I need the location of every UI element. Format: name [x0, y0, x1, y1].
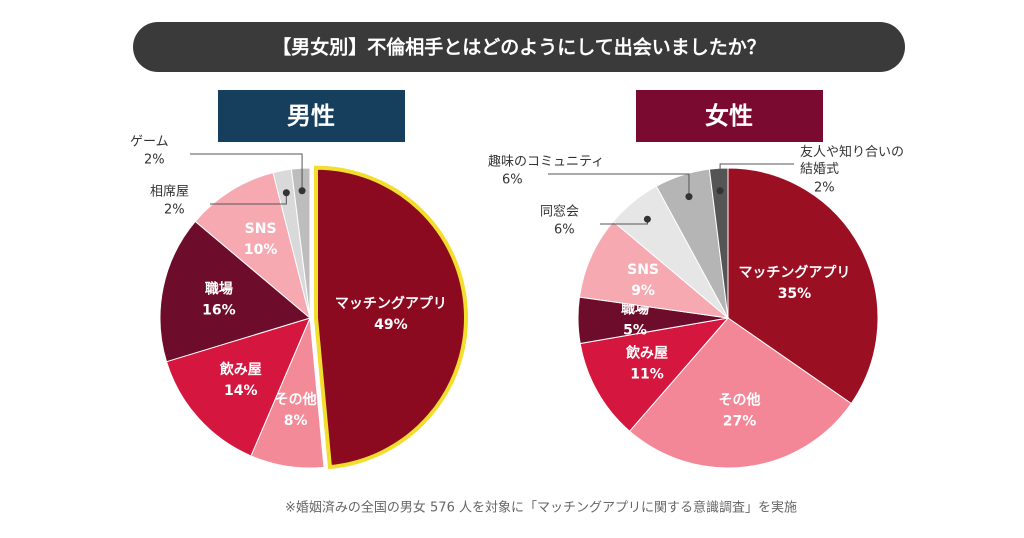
pie-slice — [578, 220, 730, 319]
slice-value: 6% — [502, 173, 523, 188]
leader-line — [210, 192, 287, 205]
footnote: ※婚姻済みの全国の男女 576 人を対象に「マッチングアプリに関する意識調査」を… — [285, 500, 797, 516]
leader-dot — [282, 189, 290, 197]
slice-value: 10% — [244, 242, 278, 258]
slice-value: 5% — [623, 322, 647, 338]
slice-value: 35% — [778, 286, 812, 302]
pie-slice — [628, 317, 852, 469]
slice-label: 同窓会 — [540, 204, 579, 220]
leader-dot — [685, 193, 693, 201]
slice-label: 相席屋 — [150, 184, 189, 200]
leader-line — [548, 173, 690, 197]
leader-line — [190, 153, 303, 191]
slice-label: SNS — [245, 221, 277, 237]
slice-label: 職場 — [205, 280, 233, 297]
slice-label: 飲み屋 — [219, 361, 262, 378]
panel-header — [636, 90, 823, 142]
slice-label: 飲み屋 — [625, 345, 668, 362]
pie-slice — [579, 317, 730, 432]
panel-title: 男性 — [287, 102, 335, 130]
slice-label: マッチングアプリ — [738, 264, 850, 281]
slice-label: マッチングアプリ — [335, 295, 447, 312]
slice-value: 9% — [631, 283, 655, 299]
pie-slice — [727, 167, 879, 405]
pie-slice — [165, 317, 311, 457]
slice-value: 49% — [374, 317, 408, 333]
slice-value: 2% — [814, 181, 835, 196]
slice-label: ゲーム — [130, 135, 169, 150]
slice-label: その他 — [719, 391, 761, 408]
chart-title: 【男女別】不倫相手とはどのようにして出会いましたか？ — [272, 36, 765, 59]
pie-slice — [708, 167, 729, 319]
leader-line — [719, 163, 794, 191]
slice-value: 8% — [284, 413, 308, 429]
slice-value: 14% — [224, 383, 258, 399]
slice-value: 11% — [630, 367, 664, 383]
pie-slice — [290, 167, 311, 319]
leader-dot — [643, 215, 651, 223]
slice-label: SNS — [627, 262, 659, 278]
slice-value: 2% — [144, 153, 165, 168]
leader-dot — [298, 187, 306, 195]
panel-title: 女性 — [705, 102, 753, 130]
title-bar — [133, 22, 905, 72]
slice-label: その他 — [275, 391, 317, 408]
slice-value: 6% — [554, 223, 575, 238]
pie-slice — [313, 165, 468, 470]
slice-label: 友人や知り合いの結婚式 — [800, 144, 904, 177]
pie-slice — [159, 220, 312, 363]
slice-value: 16% — [202, 302, 236, 318]
slice-label: 趣味のコミュニティ — [488, 155, 604, 170]
slice-value: 27% — [723, 413, 757, 429]
pie-slice — [194, 172, 311, 320]
leader-dot — [716, 187, 724, 195]
slice-value: 2% — [164, 203, 185, 218]
panel-header — [218, 90, 405, 142]
